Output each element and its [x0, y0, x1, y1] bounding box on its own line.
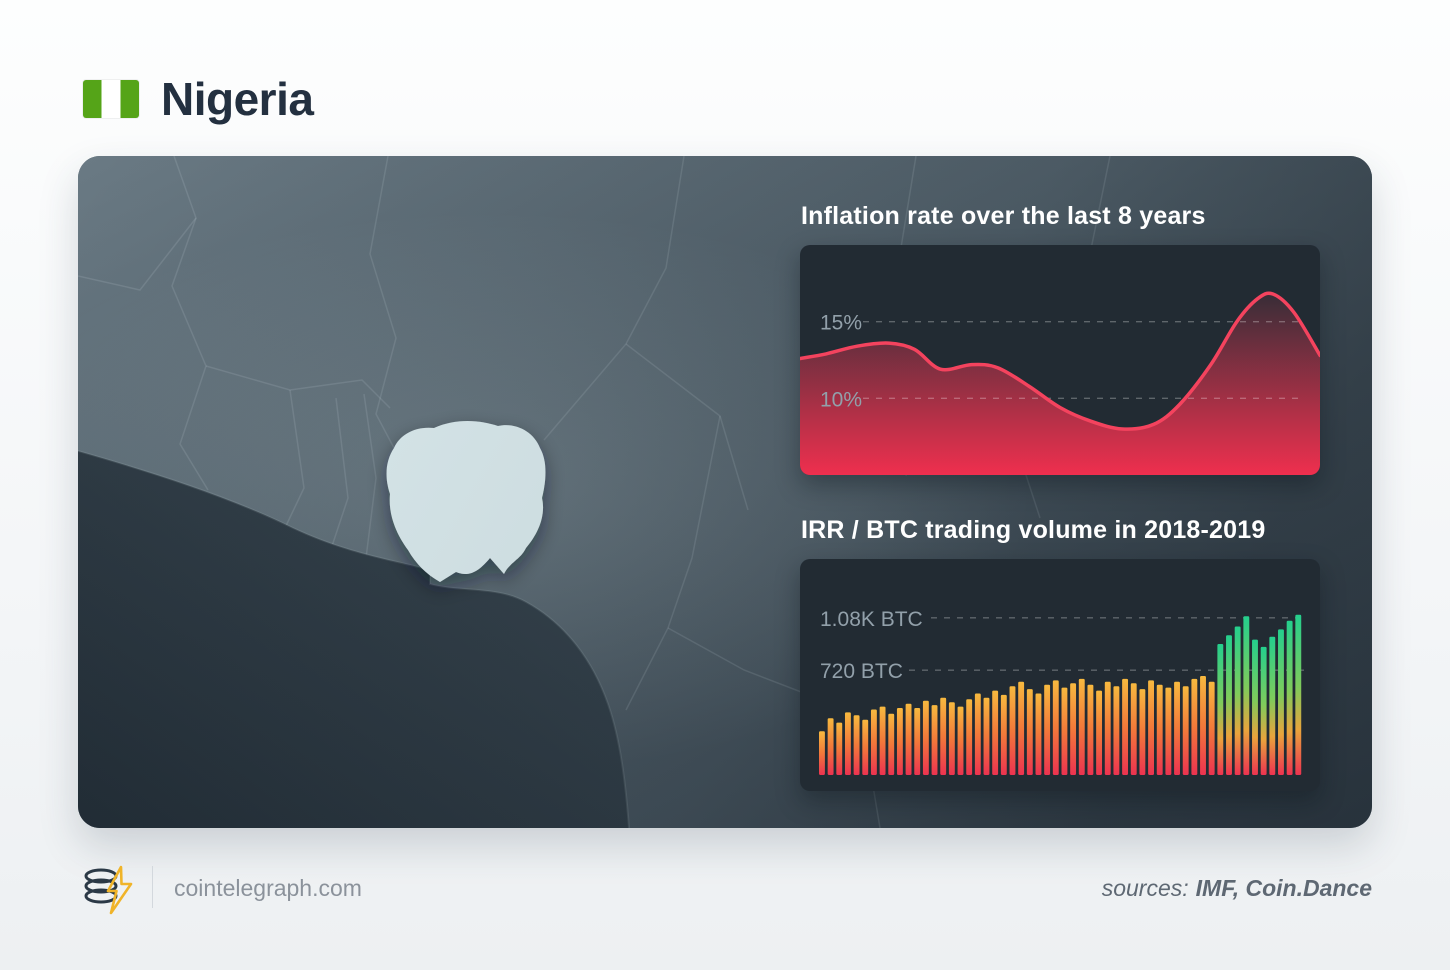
btc-volume-chart-title: IRR / BTC trading volume in 2018-2019 — [801, 516, 1266, 544]
volume-bar — [966, 699, 973, 775]
y-tick-label: 10% — [820, 388, 862, 411]
volume-bar — [1208, 681, 1215, 775]
nigeria-flag-icon — [83, 80, 139, 118]
volume-bar — [1156, 684, 1163, 775]
volume-bar — [957, 706, 964, 775]
volume-bar — [1200, 676, 1206, 775]
map-panel: Inflation rate over the last 8 years 15%… — [78, 156, 1372, 828]
volume-bar — [914, 708, 921, 775]
volume-bar — [1052, 680, 1059, 775]
volume-bar — [879, 706, 886, 775]
sources-label: sources: — [1101, 875, 1189, 901]
sources-value: IMF, Coin.Dance — [1195, 875, 1372, 901]
volume-bar — [992, 690, 999, 775]
volume-bar — [1182, 686, 1189, 775]
y-tick-label: 1.08K BTC — [820, 608, 923, 631]
site-name: cointelegraph.com — [174, 875, 362, 901]
volume-bar — [1026, 689, 1033, 775]
header: Nigeria — [83, 72, 314, 126]
footer-divider — [152, 866, 153, 908]
volume-bar — [1139, 689, 1146, 775]
volume-bar — [870, 709, 877, 775]
volume-bar — [1113, 686, 1120, 775]
volume-bar — [1061, 687, 1068, 775]
volume-bar — [1009, 686, 1016, 775]
volume-bar — [836, 722, 843, 775]
sources: sources: IMF, Coin.Dance — [1102, 875, 1372, 902]
volume-bar — [853, 715, 860, 775]
volume-bar — [1070, 683, 1077, 775]
inflation-area-chart: 15% 10% — [800, 291, 1320, 475]
volume-bar — [1260, 646, 1267, 775]
volume-bar — [819, 731, 825, 775]
y-tick-label: 15% — [820, 312, 862, 335]
volume-bar — [922, 700, 929, 775]
volume-bar — [1148, 680, 1154, 775]
volume-bar — [940, 697, 947, 775]
volume-bar — [1278, 629, 1284, 775]
y-tick-label: 720 BTC — [820, 660, 903, 683]
volume-bar — [948, 702, 955, 775]
volume-bar — [905, 703, 912, 775]
btc-volume-bar-chart: 1.08K BTC 720 BTC — [819, 608, 1304, 775]
volume-bar — [1096, 690, 1103, 775]
volume-bar — [888, 713, 895, 775]
inflation-chart: 15% 10% — [800, 245, 1320, 475]
volume-bar — [1252, 639, 1258, 775]
volume-bar — [1035, 693, 1042, 775]
volume-bar — [1286, 620, 1293, 775]
volume-bar — [827, 718, 834, 775]
volume-bar — [896, 708, 903, 775]
volume-bar — [1044, 684, 1051, 775]
btc-volume-chart: 1.08K BTC 720 BTC — [800, 559, 1320, 791]
volume-bar — [1217, 644, 1224, 775]
volume-bar — [1087, 684, 1094, 775]
volume-bar — [844, 712, 851, 775]
volume-bar — [1191, 678, 1198, 775]
volume-bar — [1104, 681, 1111, 775]
cointelegraph-logo-icon — [84, 865, 133, 915]
volume-bar — [1078, 678, 1085, 775]
volume-bar — [1226, 635, 1232, 775]
volume-bar — [1174, 681, 1180, 775]
volume-bar — [1234, 626, 1241, 775]
volume-bar — [1243, 616, 1250, 775]
volume-bar — [1165, 687, 1172, 775]
volume-bar — [1130, 683, 1137, 775]
inflation-area-fill — [800, 293, 1320, 475]
volume-bar — [1269, 636, 1276, 775]
volume-bar — [862, 719, 869, 775]
volume-bar — [1295, 614, 1302, 775]
page-title: Nigeria — [161, 73, 314, 125]
volume-bar — [983, 697, 990, 775]
volume-bar — [1000, 694, 1007, 775]
inflation-chart-block: Inflation rate over the last 8 years 15%… — [800, 202, 1320, 475]
btc-volume-chart-block: IRR / BTC trading volume in 2018-2019 — [800, 516, 1320, 791]
inflation-line — [800, 291, 1320, 431]
inflation-chart-title: Inflation rate over the last 8 years — [801, 202, 1206, 230]
footer: cointelegraph.com sources: IMF, Coin.Danc… — [0, 856, 1450, 936]
volume-bar — [1122, 678, 1129, 775]
volume-bar — [931, 705, 938, 775]
volume-bar — [974, 693, 981, 775]
volume-bar — [1018, 681, 1025, 775]
